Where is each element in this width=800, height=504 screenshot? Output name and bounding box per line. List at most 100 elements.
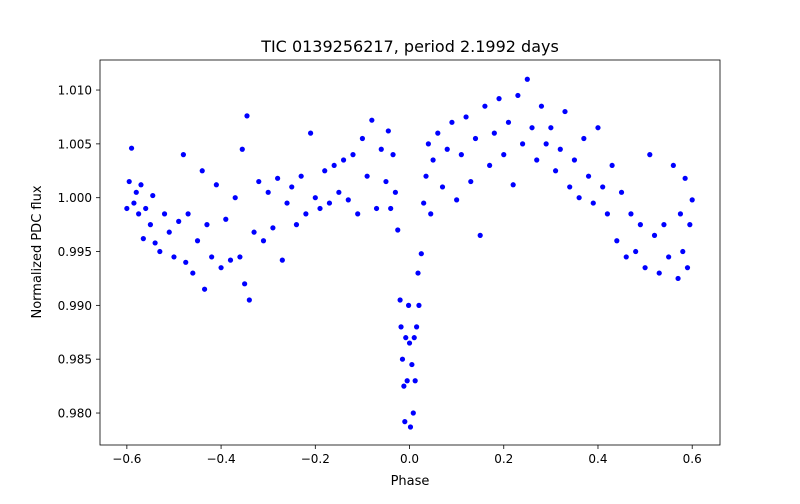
data-point: [487, 162, 493, 169]
data-point: [350, 152, 356, 158]
data-point: [385, 128, 391, 134]
data-point: [590, 200, 596, 206]
data-point: [548, 125, 554, 131]
data-point: [232, 195, 238, 201]
data-point: [515, 92, 521, 99]
data-point: [529, 125, 535, 131]
data-point: [623, 254, 629, 260]
y-axis-label: Normalized PDC flux: [30, 185, 45, 318]
data-point: [199, 168, 205, 174]
data-point: [666, 254, 672, 260]
y-tick-label: 1.005: [58, 137, 92, 151]
data-point: [331, 162, 337, 169]
data-point: [213, 182, 219, 188]
data-point: [651, 232, 658, 238]
data-point: [416, 302, 422, 308]
data-point: [201, 286, 208, 292]
x-tick-label: 0.2: [494, 452, 513, 466]
x-tick-label: −0.4: [207, 452, 236, 466]
data-point: [183, 259, 189, 265]
data-point: [190, 270, 196, 276]
data-point: [677, 211, 684, 217]
data-point: [126, 178, 132, 185]
data-point: [223, 216, 229, 222]
data-point: [567, 184, 573, 190]
data-point: [576, 195, 582, 201]
data-point: [140, 236, 146, 242]
data-point: [303, 211, 309, 217]
data-point: [150, 192, 156, 199]
data-point: [265, 189, 271, 195]
data-point: [388, 205, 394, 212]
data-point: [176, 218, 182, 224]
data-point: [656, 270, 662, 276]
data-point: [552, 168, 559, 174]
data-point: [534, 157, 540, 163]
data-point: [410, 410, 416, 416]
data-point: [317, 205, 323, 212]
data-point: [524, 76, 530, 82]
data-point: [152, 240, 158, 246]
data-point: [185, 211, 191, 217]
data-point: [477, 232, 483, 238]
data-points: [124, 76, 695, 430]
data-point: [449, 119, 455, 125]
data-point: [670, 162, 676, 169]
data-point: [307, 130, 314, 136]
data-point: [435, 130, 441, 136]
data-point: [403, 335, 409, 341]
data-point: [133, 189, 139, 195]
data-point: [401, 383, 407, 389]
data-point: [204, 222, 210, 228]
data-point: [218, 265, 224, 271]
data-point: [166, 229, 172, 235]
data-point: [595, 125, 601, 131]
data-point: [404, 378, 410, 384]
y-tick-label: 0.995: [58, 245, 92, 259]
data-point: [458, 152, 464, 158]
data-point: [628, 211, 634, 217]
data-point: [585, 173, 592, 179]
data-point: [275, 175, 281, 181]
data-point: [298, 173, 304, 179]
data-point: [378, 146, 384, 152]
data-point: [209, 254, 215, 260]
data-point: [399, 356, 406, 362]
data-point: [397, 297, 403, 303]
data-point: [369, 117, 375, 123]
data-point: [390, 152, 396, 158]
data-point: [237, 254, 243, 260]
data-point: [642, 265, 648, 271]
data-point: [398, 324, 404, 330]
data-point: [510, 182, 516, 188]
data-point: [444, 146, 450, 152]
data-point: [279, 257, 285, 263]
data-point: [421, 200, 427, 206]
data-point: [407, 424, 414, 430]
data-point: [359, 135, 366, 142]
data-point: [227, 257, 234, 263]
x-tick-label: −0.2: [301, 452, 330, 466]
data-point: [246, 297, 252, 303]
data-point: [680, 248, 686, 255]
data-point: [136, 211, 142, 217]
data-point: [244, 113, 250, 119]
x-axis-label: Phase: [391, 474, 430, 489]
data-point: [194, 238, 201, 244]
x-tick-label: 0.4: [588, 452, 607, 466]
data-point: [373, 205, 380, 212]
data-point: [383, 178, 389, 185]
data-point: [131, 200, 137, 206]
data-point: [180, 152, 186, 158]
data-point: [413, 324, 420, 330]
data-point: [647, 152, 653, 158]
data-point: [405, 302, 412, 308]
data-point: [618, 189, 625, 195]
data-point: [411, 335, 417, 341]
chart-title: TIC 0139256217, period 2.1992 days: [260, 37, 559, 56]
data-point: [326, 200, 333, 206]
data-point: [392, 189, 398, 195]
data-point: [171, 254, 177, 260]
data-point: [251, 229, 257, 235]
data-point: [239, 146, 245, 152]
